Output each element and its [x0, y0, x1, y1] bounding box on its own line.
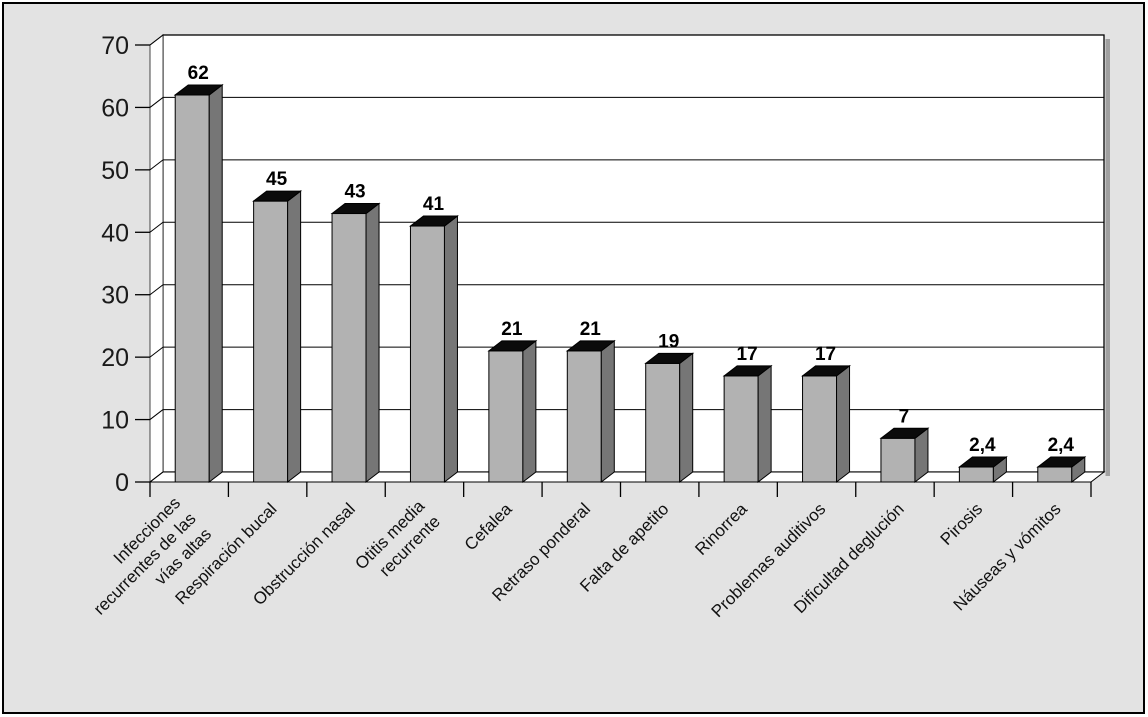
bar-top-face — [722, 365, 773, 377]
y-axis-tick-label: 10 — [101, 407, 129, 435]
bar: 21 — [565, 319, 616, 484]
bar-value-label: 17 — [737, 344, 758, 365]
y-axis-tick-label: 70 — [101, 32, 129, 60]
category-label-line: Pirosis — [937, 499, 987, 549]
bar-top-face — [408, 215, 459, 227]
bar: 41 — [408, 194, 459, 484]
bar-top-face — [1036, 456, 1087, 468]
side-wall-gridline — [149, 471, 164, 483]
y-axis-tick-label: 30 — [101, 282, 129, 310]
bar-value-label: 21 — [501, 319, 523, 340]
bar: 7 — [879, 406, 930, 484]
bar-top-face — [252, 190, 303, 202]
bar-front-face — [880, 437, 916, 483]
bar: 17 — [722, 344, 773, 484]
side-wall-gridline — [149, 221, 164, 233]
bar-front-face — [1037, 466, 1073, 483]
bar-value-label: 2,4 — [1048, 435, 1075, 456]
bar-value-label: 43 — [344, 182, 365, 203]
side-wall-gridline — [149, 346, 164, 358]
category-label: Otitis mediarecurrente — [351, 496, 444, 589]
category-label: Cefalea — [461, 499, 516, 554]
bar-value-label: 45 — [266, 169, 288, 190]
bar: 21 — [487, 319, 538, 484]
side-wall-gridline — [149, 34, 164, 46]
bar-top-face — [487, 340, 538, 352]
bar-value-label: 62 — [188, 63, 209, 84]
y-axis-tick-label: 20 — [101, 344, 129, 372]
bar: 17 — [801, 344, 852, 484]
bar-value-label: 2,4 — [969, 435, 996, 456]
bar: 45 — [252, 169, 303, 484]
bar-front-face — [331, 213, 367, 483]
bar-side-face — [443, 215, 458, 484]
plot-area-back-wall — [162, 34, 1105, 473]
bar-top-face — [801, 365, 852, 377]
bar-value-label: 19 — [658, 331, 679, 352]
bar-top-face — [565, 340, 616, 352]
y-axis-tick-label: 0 — [115, 469, 129, 497]
bar-top-face — [879, 427, 930, 439]
bar-side-face — [600, 339, 615, 484]
category-label: Rinorrea — [691, 499, 751, 559]
bar-front-face — [958, 466, 994, 483]
bar: 2,4 — [1036, 435, 1087, 484]
bar-front-face — [566, 350, 602, 483]
bar-front-face — [409, 225, 445, 483]
bar-side-face — [836, 364, 851, 484]
side-wall-gridline — [149, 284, 164, 296]
bar: 2,4 — [957, 435, 1008, 484]
bar-top-face — [957, 456, 1008, 468]
y-axis-tick-label: 40 — [101, 219, 129, 247]
bar-side-face — [679, 352, 694, 484]
bar-side-face — [365, 202, 380, 484]
bar-top-face — [330, 203, 381, 215]
category-label: Infeccionesrecurrentes de lasvías altas — [74, 493, 215, 634]
bar-front-face — [174, 94, 210, 483]
bar-side-face — [287, 190, 302, 484]
side-wall-gridline — [149, 97, 164, 108]
bar-front-face — [253, 200, 289, 483]
category-label-line: Rinorrea — [691, 499, 751, 559]
bar-front-face — [802, 375, 838, 483]
category-label: Pirosis — [937, 499, 987, 549]
y-axis-tick-label: 50 — [101, 157, 129, 185]
bar-side-face — [757, 364, 772, 484]
side-wall-gridline — [149, 159, 164, 171]
bar-top-face — [173, 84, 224, 96]
category-label-line: Cefalea — [461, 499, 516, 554]
bar: 43 — [330, 182, 381, 484]
plot-shadow — [1105, 39, 1110, 476]
bar-front-face — [645, 362, 681, 483]
bar: 19 — [644, 331, 695, 484]
bar-value-label: 41 — [423, 194, 445, 215]
bar-front-face — [723, 375, 759, 483]
bar-value-label: 21 — [580, 319, 602, 340]
bar: 62 — [173, 63, 224, 484]
side-wall-gridline — [149, 409, 164, 420]
bar-side-face — [208, 83, 223, 484]
bar-value-label: 7 — [899, 406, 910, 427]
y-axis-tick-label: 60 — [101, 94, 129, 122]
bar-value-label: 17 — [815, 344, 836, 365]
bar-front-face — [488, 350, 524, 483]
bar-side-face — [522, 339, 537, 484]
bar-top-face — [644, 352, 695, 364]
